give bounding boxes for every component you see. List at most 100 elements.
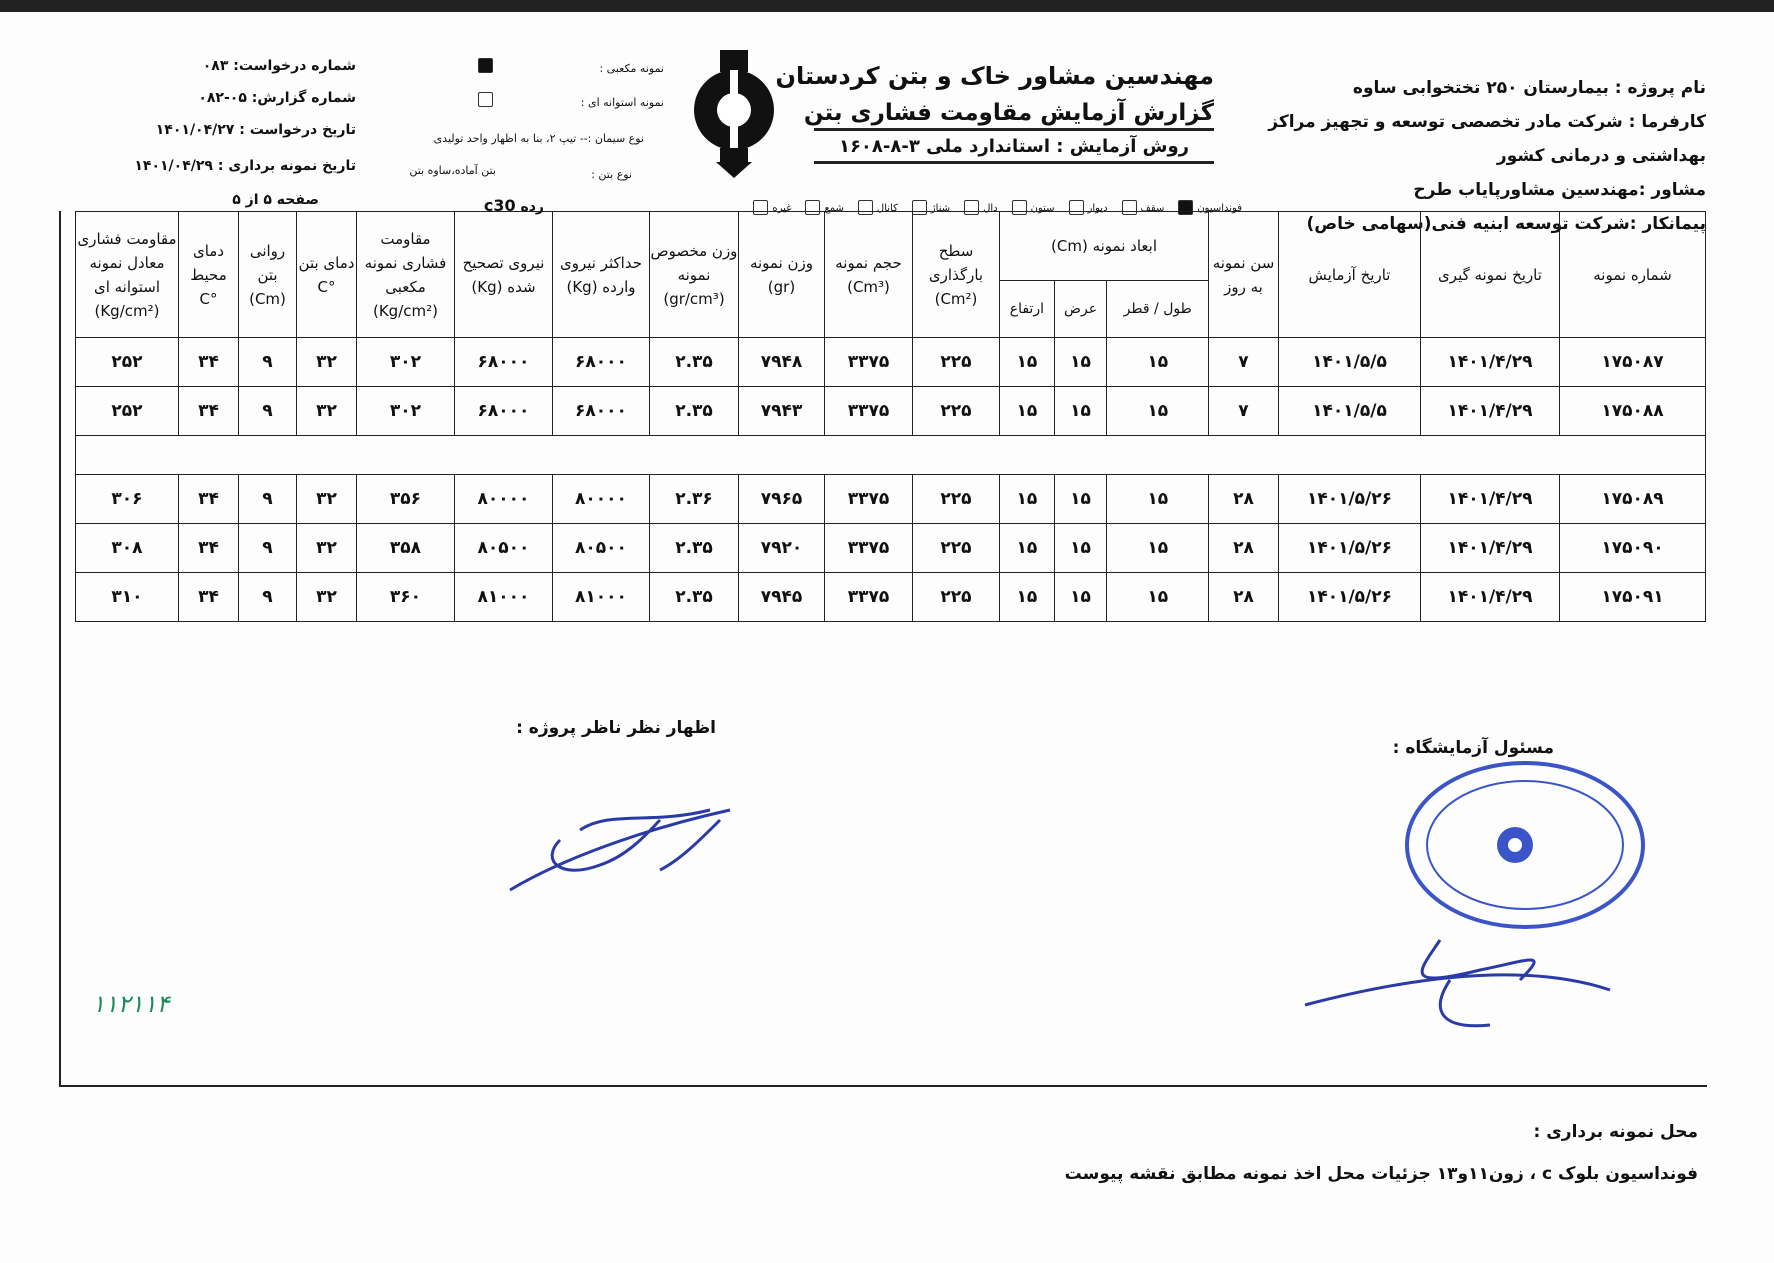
supervisor-opinion-label: اظهار نظر ناظر پروژه : — [516, 718, 716, 738]
cement-value: -- تیپ ۲، بنا به اظهار واحد تولیدی — [433, 132, 588, 145]
table-cell: ۱۵ — [1106, 474, 1209, 524]
dimension-subheader: عرض — [1053, 280, 1108, 338]
table-cell: ۲۲۵ — [912, 337, 1000, 387]
element-option-label: ستون — [1030, 202, 1055, 214]
table-cell: ۲.۳۶ — [649, 474, 739, 524]
table-cell: ۲۲۵ — [912, 386, 1000, 436]
table-cell: ۳۵۶ — [356, 474, 455, 524]
lab-responsible-label: مسئول آزمایشگاه : — [1392, 738, 1554, 758]
table-cell: ۷ — [1208, 386, 1279, 436]
table-cell: ۱۷۵۰۸۸ — [1559, 386, 1706, 436]
table-cell: ۱۵ — [999, 386, 1055, 436]
table-cell: ۲.۳۵ — [649, 523, 739, 573]
table-cell: ۱۵ — [999, 572, 1055, 622]
table-cell: ۳۰۲ — [356, 337, 455, 387]
lab-stamp — [1405, 761, 1645, 929]
table-cell: ۱۵ — [1053, 337, 1108, 387]
table-cell: ۹ — [238, 386, 297, 436]
table-cell: ۸۱۰۰۰ — [552, 572, 650, 622]
table-cell: ۲۸ — [1208, 523, 1279, 573]
table-cell: ۲.۳۵ — [649, 572, 739, 622]
cylinder-label: نمونه استوانه ای : — [580, 96, 664, 109]
grade-value: c30 — [483, 196, 516, 215]
column-header: ابعاد نمونه (Cm) — [999, 211, 1209, 281]
table-cell: ۱۵ — [1106, 337, 1209, 387]
table-cell: ۷۹۶۵ — [738, 474, 825, 524]
table-row: ۱۷۵۰۸۹ ۱۴۰۱/۴/۲۹ ۱۴۰۱/۵/۲۶ ۲۸ ۱۵ ۱۵ ۱۵ ۲۲۵ ۳۳۷۵ ۷… — [75, 474, 1706, 524]
table-cell: ۱۴۰۱/۵/۲۶ — [1278, 474, 1421, 524]
cubic-checkbox[interactable] — [478, 58, 493, 73]
table-cell: ۱۴۰۱/۴/۲۹ — [1420, 386, 1560, 436]
table-cell: ۷۹۴۸ — [738, 337, 825, 387]
table-cell: ۹ — [238, 572, 297, 622]
table-cell: ۱۵ — [1106, 386, 1209, 436]
table-cell: ۱۵ — [1106, 572, 1209, 622]
sampling-date: تاریخ نمونه برداری : ۱۴۰۱/۰۴/۲۹ — [134, 158, 356, 174]
element-option-label: غیره — [772, 202, 792, 214]
table-cell: ۱۴۰۱/۵/۲۶ — [1278, 523, 1421, 573]
table-cell: ۸۰۵۰۰ — [454, 523, 553, 573]
table-cell: ۱۵ — [999, 474, 1055, 524]
column-header: دمای محیط °C — [178, 211, 239, 338]
table-cell: ۲۲۵ — [912, 572, 1000, 622]
column-header: روانی بتن (Cm) — [238, 211, 297, 338]
table-cell: ۷۹۴۵ — [738, 572, 825, 622]
table-cell: ۲۸ — [1208, 474, 1279, 524]
table-cell: ۳۳۷۵ — [824, 386, 913, 436]
table-cell: ۳۶۰ — [356, 572, 455, 622]
table-cell: ۱۴۰۱/۴/۲۹ — [1420, 474, 1560, 524]
table-cell: ۱۴۰۱/۵/۵ — [1278, 337, 1421, 387]
table-cell: ۳۱۰ — [75, 572, 179, 622]
column-header: حجم نمونه (Cm³) — [824, 211, 913, 338]
table-cell: ۳۲ — [296, 523, 357, 573]
table-cell: ۸۱۰۰۰ — [454, 572, 553, 622]
concrete-label: نوع بتن : — [591, 168, 632, 181]
element-option-label: کانال — [876, 202, 898, 214]
cement-label: نوع سیمان : — [587, 132, 644, 145]
cubic-label: نمونه مکعبی : — [599, 62, 664, 75]
table-cell: ۳۴ — [178, 386, 239, 436]
test-method: روش آزمایش : استاندارد ملی ۳-۸-۱۶۰۸ — [814, 136, 1214, 164]
table-cell: ۳۰۶ — [75, 474, 179, 524]
table-cell: ۱۷۵۰۹۱ — [1559, 572, 1706, 622]
table-cell: ۳۳۷۵ — [824, 474, 913, 524]
cylinder-checkbox[interactable] — [478, 92, 493, 107]
table-cell: ۳۲ — [296, 474, 357, 524]
table-cell: ۱۷۵۰۸۹ — [1559, 474, 1706, 524]
lab-logo-icon — [694, 50, 774, 178]
table-cell: ۳۰۸ — [75, 523, 179, 573]
table-cell: ۳۴ — [178, 337, 239, 387]
table-cell: ۲.۳۵ — [649, 337, 739, 387]
element-option-label: شمع — [824, 202, 844, 214]
column-header: وزن نمونه (gr) — [738, 211, 825, 338]
separator-row — [75, 435, 1706, 475]
table-cell: ۲۲۵ — [912, 523, 1000, 573]
table-cell: ۱۷۵۰۸۷ — [1559, 337, 1706, 387]
table-cell: ۹ — [238, 474, 297, 524]
column-header: نیروی تصحیح شده (Kg) — [454, 211, 553, 338]
report-frame — [59, 211, 1707, 1087]
table-cell: ۱۵ — [999, 337, 1055, 387]
table-row: ۱۷۵۰۸۸ ۱۴۰۱/۴/۲۹ ۱۴۰۱/۵/۵ ۷ ۱۵ ۱۵ ۱۵ ۲۲۵ ۳۳۷۵ ۷۹۴… — [75, 386, 1706, 436]
concrete-value: بتن آماده،ساوه بتن — [409, 164, 496, 177]
table-cell: ۳۴ — [178, 572, 239, 622]
table-cell: ۷ — [1208, 337, 1279, 387]
table-cell: ۲۵۲ — [75, 386, 179, 436]
table-cell: ۱۴۰۱/۴/۲۹ — [1420, 337, 1560, 387]
table-cell: ۳۴ — [178, 474, 239, 524]
sampling-place: فونداسیون بلوک c ، زون۱۱و۱۳ جزئیات محل ا… — [1064, 1164, 1698, 1184]
handwritten-number: ۱۱۲۱۱۴ — [92, 990, 170, 1018]
table-cell: ۲۲۵ — [912, 474, 1000, 524]
table-cell: ۸۰۰۰۰ — [454, 474, 553, 524]
table-cell: ۳۴ — [178, 523, 239, 573]
table-cell: ۹ — [238, 337, 297, 387]
table-cell: ۱۵ — [1053, 386, 1108, 436]
table-cell: ۸۰۵۰۰ — [552, 523, 650, 573]
table-cell: ۱۵ — [1053, 474, 1108, 524]
table-cell: ۶۸۰۰۰ — [552, 337, 650, 387]
column-header: تاریخ نمونه گیری — [1420, 211, 1560, 338]
table-cell: ۳۵۸ — [356, 523, 455, 573]
consultant: مشاور :مهندسین مشاورپایاب طرح — [1413, 180, 1706, 200]
table-row: ۱۷۵۰۸۷ ۱۴۰۱/۴/۲۹ ۱۴۰۱/۵/۵ ۷ ۱۵ ۱۵ ۱۵ ۲۲۵ ۳۳۷۵ ۷۹۴… — [75, 337, 1706, 387]
